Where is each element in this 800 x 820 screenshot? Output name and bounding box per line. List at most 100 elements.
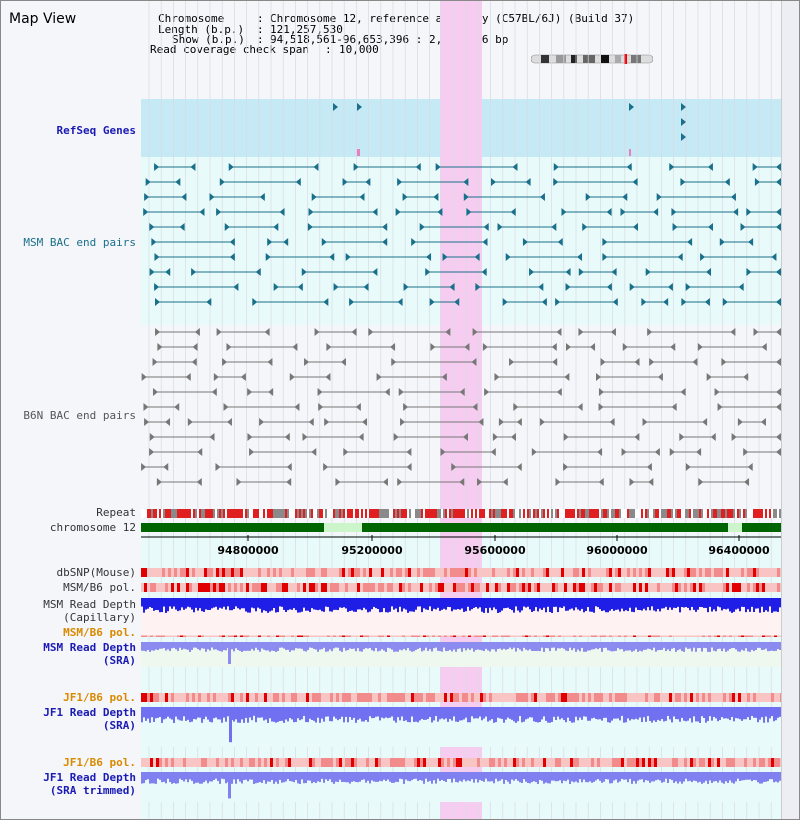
depth-bar — [417, 772, 419, 781]
b6n-bac-end — [710, 433, 716, 441]
b6n-bac-end — [289, 373, 295, 381]
polymorphism-cell — [741, 693, 744, 702]
depth-bar — [169, 707, 171, 719]
depth-bar — [277, 598, 279, 613]
polymorphism-cell — [594, 583, 597, 592]
depth-bar — [721, 707, 723, 718]
chromosome-ideogram[interactable] — [531, 54, 653, 64]
polymorphism-cell — [546, 568, 549, 577]
depth-bar — [659, 642, 661, 651]
polymorphism-cell — [603, 583, 606, 592]
depth-bar — [655, 598, 657, 612]
depth-bar — [217, 642, 219, 651]
b6n-bac-end — [174, 403, 180, 411]
depth-bar — [409, 772, 411, 782]
depth-bar — [303, 707, 305, 716]
polymorphism-cell — [603, 693, 606, 702]
depth-bar — [173, 772, 175, 783]
polymorphism-cell — [537, 758, 540, 767]
b6n-bac-end — [753, 328, 759, 336]
label-dbsnp: dbSNP(Mouse) — [56, 566, 136, 579]
b6n-bac-end — [314, 328, 320, 336]
depth-bar — [707, 707, 709, 721]
repeat-segment — [555, 509, 557, 518]
polymorphism-cell — [414, 693, 417, 702]
depth-bar — [651, 642, 653, 651]
polymorphism-cell — [495, 693, 498, 702]
depth-bar — [279, 707, 281, 721]
depth-bar — [567, 642, 569, 652]
polymorphism-cell — [351, 758, 354, 767]
polymorphism-cell — [708, 583, 711, 592]
depth-bar — [551, 772, 553, 781]
depth-bar — [361, 598, 363, 611]
msm-bac-end — [397, 298, 403, 306]
polymorphism-cell — [390, 758, 393, 767]
polymorphism-cell — [492, 568, 495, 577]
repeat-segment — [433, 509, 435, 518]
repeat-segment — [337, 509, 339, 518]
polymorphism-cell — [435, 758, 438, 767]
polymorphism-cell — [225, 758, 228, 767]
polymorphism-cell — [171, 568, 174, 577]
depth-bar — [267, 598, 269, 613]
polymorphism-cell — [354, 583, 357, 592]
depth-bar — [231, 772, 233, 784]
repeat-segment — [299, 509, 301, 518]
polymorphism-cell — [375, 568, 378, 577]
depth-bar — [447, 772, 449, 779]
repeat-segment — [683, 509, 685, 518]
polymorphism-cell — [672, 583, 675, 592]
polymorphism-cell — [750, 568, 753, 577]
depth-bar — [403, 707, 405, 722]
b6n-bac-end — [226, 343, 232, 351]
polymorphism-cell — [555, 693, 558, 702]
depth-bar — [241, 772, 243, 784]
polymorphism-cell — [357, 693, 360, 702]
b6n-bac-end — [144, 418, 150, 426]
depth-bar — [413, 598, 415, 612]
polymorphism-cell — [315, 568, 318, 577]
depth-bar — [557, 642, 559, 649]
polymorphism-cell — [555, 568, 558, 577]
repeat-segment — [567, 509, 569, 518]
depth-bar — [427, 642, 429, 651]
depth-bar — [591, 598, 593, 612]
msm-bac-end — [748, 238, 754, 246]
polymorphism-cell — [474, 758, 477, 767]
depth-bar — [533, 642, 535, 651]
depth-bar — [559, 772, 561, 781]
repeat-segment — [161, 509, 163, 518]
polymorphism-cell — [525, 693, 528, 702]
polymorphism-cell — [489, 758, 492, 767]
polymorphism-cell — [750, 693, 753, 702]
polymorphism-cell — [465, 568, 468, 577]
polymorphism-cell — [171, 583, 174, 592]
polymorphism-cell — [498, 568, 501, 577]
depth-bar — [517, 642, 519, 649]
polymorphism-cell — [420, 693, 423, 702]
polymorphism-cell — [456, 583, 459, 592]
polymorphism-cell — [249, 583, 252, 592]
repeat-segment — [421, 509, 423, 518]
depth-bar — [597, 772, 599, 780]
depth-bar — [259, 772, 261, 783]
polymorphism-cell — [339, 693, 342, 702]
b6n-bac-end — [539, 418, 545, 426]
repeat-segment — [217, 509, 219, 518]
depth-bar — [621, 707, 623, 716]
depth-bar — [595, 772, 597, 781]
polymorphism-cell — [411, 568, 414, 577]
repeat-segment — [311, 509, 313, 518]
msm-bac-end — [672, 223, 678, 231]
gene-glyph — [629, 103, 634, 111]
depth-bar — [711, 642, 713, 648]
msm-bac-end — [307, 223, 313, 231]
vertical-scrollbar[interactable] — [781, 1, 799, 819]
b6n-bac-end — [196, 478, 202, 486]
polymorphism-cell — [762, 583, 765, 592]
polymorphism-cell — [198, 568, 201, 577]
polymorphism-cell — [726, 583, 729, 592]
depth-bar — [141, 642, 143, 651]
